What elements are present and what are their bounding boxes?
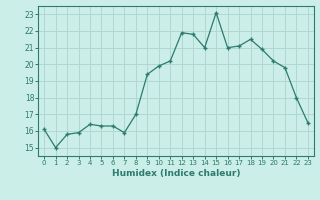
X-axis label: Humidex (Indice chaleur): Humidex (Indice chaleur) — [112, 169, 240, 178]
